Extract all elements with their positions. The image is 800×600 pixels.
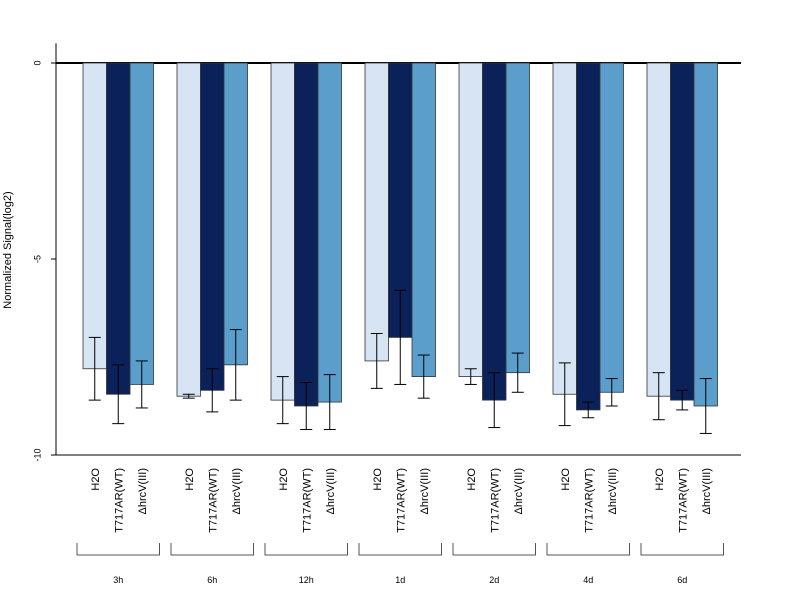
bar [317,62,342,403]
treatment-label: ΔhrcV(III) [701,468,713,514]
group-bracket [452,543,536,556]
group-bracket [76,543,160,556]
treatment-label: T717AR(WT) [677,468,689,533]
treatment-label: H2O [654,468,666,491]
bar [176,62,201,397]
bar [670,62,695,401]
bar [458,62,483,378]
group-bracket [358,543,442,556]
group-brackets: 3h 6h 12h 1d 2d 4d 6d [76,543,724,585]
group-bracket [170,543,254,556]
treatment-label: T717AR(WT) [113,468,125,533]
group-label: 4d [583,575,593,585]
treatment-label: T717AR(WT) [301,468,313,533]
treatment-label: T717AR(WT) [207,468,219,533]
treatment-label: H2O [466,468,478,491]
treatment-label: ΔhrcV(III) [513,468,525,514]
bar [106,62,131,395]
treatment-label: H2O [90,468,102,491]
bar [364,62,389,362]
treatment-label: T717AR(WT) [583,468,595,533]
bar [599,62,624,393]
group-bracket [264,543,348,556]
y-tick-label: -10 [32,448,42,461]
y-tick-label: -5 [32,255,42,263]
bar [552,62,577,395]
treatment-label: ΔhrcV(III) [607,468,619,514]
treatment-label: T717AR(WT) [395,468,407,533]
group-label: 2d [489,575,499,585]
group-label: 6h [207,575,217,585]
bar [270,62,295,401]
x-labels: H2O T717AR(WT) ΔhrcV(III) H2O T717AR(WT) Δhrc… [90,468,713,533]
error-bars [88,289,712,434]
treatment-label: ΔhrcV(III) [137,468,149,514]
treatment-label: H2O [278,468,290,491]
group-bracket [546,543,630,556]
y-tick-label: 0 [32,60,42,65]
bar [505,62,530,374]
treatment-label: ΔhrcV(III) [231,468,243,514]
group-label: 3h [113,575,123,585]
bar [693,62,718,407]
bar [294,62,319,407]
treatment-label: H2O [372,468,384,491]
bar [223,62,248,366]
bars [82,62,718,411]
y-axis-label: Normalized Signal(log2) [2,191,14,308]
bar [82,62,107,370]
treatment-label: ΔhrcV(III) [419,468,431,514]
group-label: 6d [677,575,687,585]
bar [576,62,601,411]
treatment-label: H2O [560,468,572,491]
bar [200,62,225,391]
treatment-label: H2O [184,468,196,491]
treatment-label: ΔhrcV(III) [325,468,337,514]
group-bracket [640,543,724,556]
group-label: 12h [299,575,314,585]
bar [482,62,507,401]
treatment-label: T717AR(WT) [489,468,501,533]
bar [129,62,154,385]
bar [411,62,436,378]
bar [646,62,671,397]
group-label: 1d [395,575,405,585]
